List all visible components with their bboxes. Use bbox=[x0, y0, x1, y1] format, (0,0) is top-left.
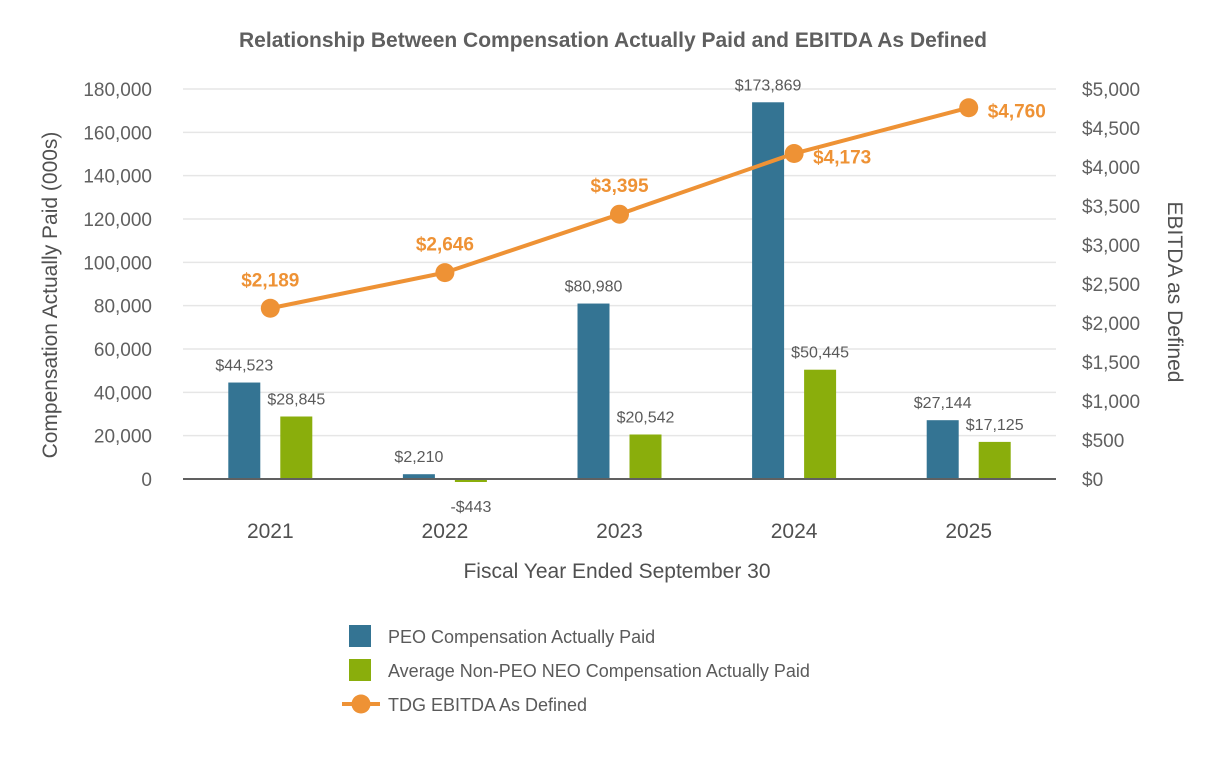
ebitda-point bbox=[435, 263, 455, 283]
left-axis: 0 20,000 40,000 60,000 80,000 100,000 120,000 1… bbox=[83, 80, 152, 491]
peo-bar-label: $80,980 bbox=[565, 279, 623, 296]
ebitda-point-label: $2,646 bbox=[416, 235, 474, 256]
peo-bar-label: $173,869 bbox=[735, 77, 802, 94]
peo-bar-label: $27,144 bbox=[914, 395, 972, 412]
ebitda-line-series bbox=[260, 98, 979, 318]
gridlines bbox=[183, 88, 1056, 437]
y2-tick-label: $1,000 bbox=[1082, 392, 1140, 413]
x-tick-label: 2023 bbox=[596, 520, 643, 543]
legend: PEO Compensation Actually Paid Average No… bbox=[342, 625, 810, 715]
neo-bar bbox=[629, 434, 662, 479]
y2-tick-label: $1,500 bbox=[1082, 353, 1140, 374]
neo-bar-label: -$443 bbox=[450, 499, 491, 516]
bars bbox=[228, 102, 1011, 482]
x-tick-label: 2022 bbox=[422, 520, 469, 543]
y2-tick-label: $4,000 bbox=[1082, 158, 1140, 179]
neo-bar-label: $28,845 bbox=[267, 392, 325, 409]
peo-bar bbox=[926, 420, 959, 479]
ebitda-point-label: $4,173 bbox=[813, 148, 871, 169]
y2-tick-label: $3,500 bbox=[1082, 197, 1140, 218]
y-tick-label: 180,000 bbox=[83, 80, 152, 101]
ebitda-point-label: $4,760 bbox=[988, 102, 1046, 123]
y-tick-label: 120,000 bbox=[83, 210, 152, 231]
x-tick-label: 2024 bbox=[771, 520, 818, 543]
y-tick-label: 80,000 bbox=[94, 297, 152, 318]
chart-title: Relationship Between Compensation Actual… bbox=[239, 29, 987, 52]
peo-bar-label: $2,210 bbox=[394, 449, 443, 466]
bar-labels: $44,523 $2,210 $80,980 $173,869 $27,144 $28,8… bbox=[215, 77, 1023, 516]
y2-tick-label: $4,500 bbox=[1082, 119, 1140, 140]
ebitda-labels: $2,189 $2,646 $3,395 $4,173 $4,760 bbox=[241, 102, 1046, 292]
peo-bar bbox=[228, 382, 261, 479]
neo-bar bbox=[454, 479, 487, 482]
x-tick-label: 2025 bbox=[945, 520, 992, 543]
y-tick-label: 40,000 bbox=[94, 383, 152, 404]
neo-bar bbox=[978, 441, 1011, 479]
x-tick-label: 2021 bbox=[247, 520, 294, 543]
y-tick-label: 20,000 bbox=[94, 427, 152, 448]
y2-axis-title: EBITDA as Defined bbox=[1163, 202, 1186, 383]
y2-tick-label: $500 bbox=[1082, 431, 1124, 452]
legend-peo-label: PEO Compensation Actually Paid bbox=[388, 627, 655, 647]
neo-bar bbox=[280, 416, 313, 479]
legend-ebitda-label: TDG EBITDA As Defined bbox=[388, 695, 587, 715]
y-axis-title: Compensation Actually Paid (000s) bbox=[39, 132, 62, 459]
legend-neo-swatch bbox=[349, 659, 371, 681]
y2-tick-label: $2,500 bbox=[1082, 275, 1140, 296]
y-tick-label: 0 bbox=[141, 470, 152, 491]
peo-bar bbox=[577, 303, 610, 479]
legend-ebitda-marker bbox=[351, 694, 371, 714]
neo-bar bbox=[804, 369, 837, 479]
neo-bar-label: $17,125 bbox=[966, 417, 1024, 434]
y2-tick-label: $5,000 bbox=[1082, 80, 1140, 101]
ebitda-point bbox=[959, 98, 979, 118]
y-tick-label: 60,000 bbox=[94, 340, 152, 361]
neo-bar-label: $20,542 bbox=[617, 409, 675, 426]
x-axis-categories: 2021 2022 2023 2024 2025 bbox=[247, 520, 992, 543]
legend-peo-swatch bbox=[349, 625, 371, 647]
legend-neo-label: Average Non-PEO NEO Compensation Actuall… bbox=[388, 661, 810, 681]
x-axis-title: Fiscal Year Ended September 30 bbox=[463, 560, 770, 583]
ebitda-point-label: $3,395 bbox=[590, 176, 649, 197]
right-axis: $0 $500 $1,000 $1,500 $2,000 $2,500 $3,000 $3,5… bbox=[1082, 80, 1140, 491]
ebitda-point bbox=[260, 298, 280, 318]
y-tick-label: 160,000 bbox=[83, 123, 152, 144]
neo-bar-label: $50,445 bbox=[791, 345, 849, 362]
y2-tick-label: $2,000 bbox=[1082, 314, 1140, 335]
ebitda-point bbox=[610, 204, 629, 224]
peo-bar-label: $44,523 bbox=[215, 358, 273, 375]
y-tick-label: 100,000 bbox=[83, 253, 152, 274]
y2-tick-label: $0 bbox=[1082, 470, 1103, 491]
ebitda-point bbox=[784, 144, 804, 164]
y-tick-label: 140,000 bbox=[83, 167, 152, 188]
ebitda-point-label: $2,189 bbox=[241, 270, 299, 291]
peo-bar bbox=[402, 474, 435, 479]
y2-tick-label: $3,000 bbox=[1082, 236, 1140, 257]
